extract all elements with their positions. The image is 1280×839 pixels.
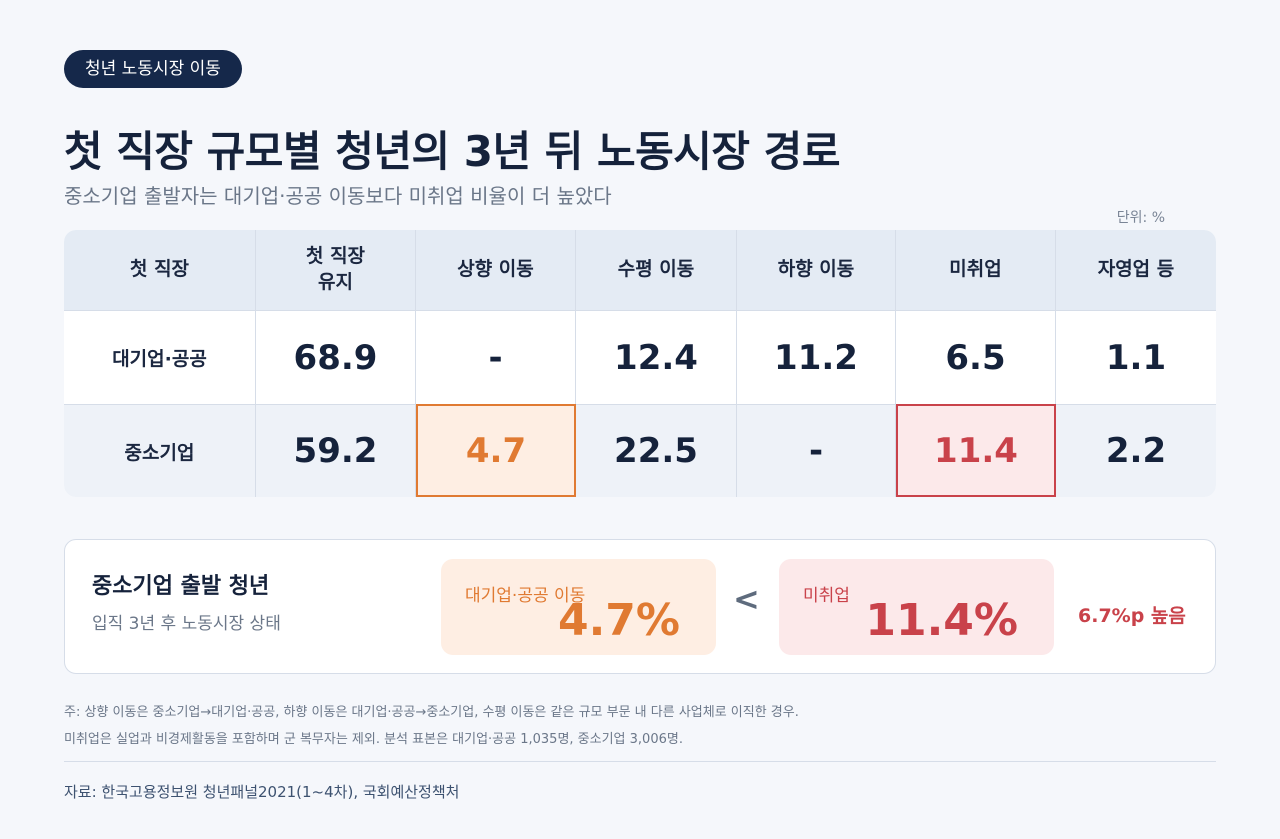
unemployed-value: 11.4% [865,595,1018,646]
upward-move-box: 대기업·공공 이동 4.7% [441,559,716,655]
footnote-1: 주: 상향 이동은 중소기업→대기업·공공, 하향 이동은 대기업·공공→중소기… [64,705,799,720]
header-unemployed: 미취업 [896,230,1056,310]
table-cell: 1.1 [1056,310,1216,404]
header-horizontal: 수평 이동 [576,230,737,310]
table-cell: 6.5 [896,310,1056,404]
unemployed-box: 미취업 11.4% [779,559,1054,655]
upward-move-value: 4.7% [557,595,680,646]
highlight-cell-upward: 4.7 [416,404,576,497]
table-cell: 11.2 [737,310,896,404]
header-downward: 하향 이동 [737,230,896,310]
summary-card: 중소기업 출발 청년 입직 3년 후 노동시장 상태 대기업·공공 이동 4.7… [64,539,1216,674]
table-cell: 12.4 [576,310,737,404]
footnote-2: 미취업은 실업과 비경제활동을 포함하며 군 복무자는 제외. 분석 표본은 대… [64,732,683,747]
summary-subtitle: 입직 3년 후 노동시장 상태 [92,614,281,634]
topic-badge: 청년 노동시장 이동 [64,50,242,88]
unemployed-label: 미취업 [803,586,850,606]
upward-move-label: 대기업·공공 이동 [465,586,586,606]
source-text: 자료: 한국고용정보원 청년패널2021(1~4차), 국회예산정책처 [64,783,460,801]
header-self-employed: 자영업 등 [1056,230,1216,310]
page-subtitle: 중소기업 출발자는 대기업·공공 이동보다 미취업 비율이 더 높았다 [64,184,612,208]
header-retained: 첫 직장 유지 [256,230,416,310]
less-than-sign: < [733,580,760,618]
table-cell: 59.2 [256,404,416,497]
row-label-large: 대기업·공공 [64,310,256,404]
table-cell: 22.5 [576,404,737,497]
table-cell: 2.2 [1056,404,1216,497]
table-cell: 68.9 [256,310,416,404]
unit-label: 단위: % [1116,210,1165,226]
header-first-job: 첫 직장 [64,230,256,310]
row-label-sme: 중소기업 [64,404,256,497]
header-upward: 상향 이동 [416,230,576,310]
page-title: 첫 직장 규모별 청년의 3년 뒤 노동시장 경로 [64,127,840,176]
summary-title: 중소기업 출발 청년 [92,574,270,599]
table-cell: - [737,404,896,497]
difference-text: 6.7%p 높음 [1078,605,1186,627]
divider [64,761,1216,762]
transition-table: 첫 직장 첫 직장 유지 상향 이동 수평 이동 하향 이동 미취업 자영업 등… [64,230,1216,497]
table-cell: - [416,310,576,404]
highlight-cell-unemployed: 11.4 [896,404,1056,497]
